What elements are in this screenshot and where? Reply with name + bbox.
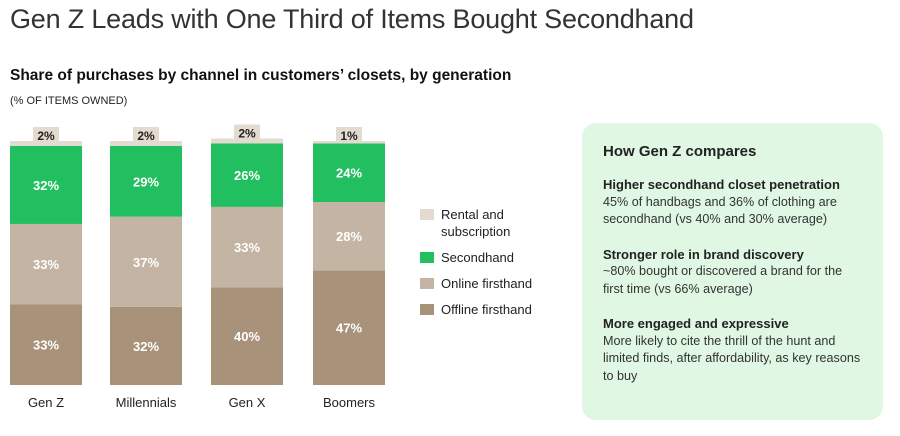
legend: Rental and subscription Secondhand Online … [420, 206, 532, 327]
bar-segment [110, 145, 182, 217]
legend-label: Rental and subscription [441, 207, 511, 239]
bar-segment [110, 141, 182, 146]
legend-item: Rental and subscription [420, 206, 532, 240]
data-label: 33% [33, 338, 59, 353]
data-label-box [33, 127, 59, 143]
data-label: 29% [133, 174, 159, 189]
bar-segment [10, 304, 82, 385]
category-label: Gen Z [28, 395, 64, 410]
bar-segment [211, 287, 283, 385]
chart-title: Share of purchases by channel in custome… [10, 67, 512, 84]
point-heading: Higher secondhand closet penetration [603, 177, 840, 192]
category-label: Millennials [116, 395, 177, 410]
data-label: 33% [33, 257, 59, 272]
bar-segment [10, 145, 82, 224]
legend-swatch [420, 209, 434, 220]
legend-item: Secondhand [420, 249, 532, 266]
bar-segment [211, 143, 283, 207]
data-label: 2% [238, 127, 256, 141]
bar-segment [211, 138, 283, 144]
data-label: 47% [336, 321, 362, 336]
point-heading: More engaged and expressive [603, 316, 789, 331]
data-label-box [133, 127, 159, 143]
point-body: ~80% bought or discovered a brand for th… [603, 264, 843, 296]
legend-swatch [420, 278, 434, 289]
legend-label: Online firsthand [441, 276, 533, 291]
bar-segment [211, 206, 283, 288]
stacked-bar-chart: 33% 33% 32% 2% Gen Z 32% 37% 29% 2% Millennials 40… [10, 124, 385, 410]
legend-swatch [420, 252, 434, 263]
point-body: More likely to cite the thrill of the hu… [603, 333, 861, 383]
bar-segment [10, 223, 82, 305]
data-label: 28% [336, 229, 362, 244]
bar-segment [110, 216, 182, 307]
data-label: 1% [340, 129, 358, 143]
card-point: Higher secondhand closet penetration 45% … [603, 176, 863, 229]
chart-subtitle: (% OF ITEMS OWNED) [10, 95, 128, 107]
card-title: How Gen Z compares [603, 143, 757, 160]
data-label: 2% [37, 129, 55, 143]
card-point: Stronger role in brand discovery ~80% bou… [603, 246, 863, 299]
data-label-box [234, 124, 260, 141]
category-label: Gen X [229, 395, 266, 410]
card-point: More engaged and expressive More likely t… [603, 315, 863, 385]
legend-label: Offline firsthand [441, 302, 532, 317]
legend-item: Online firsthand [420, 275, 532, 292]
bar-segment [10, 141, 82, 146]
bar-segment [313, 143, 385, 202]
data-label: 2% [137, 129, 155, 143]
point-body: 45% of handbags and 36% of clothing are … [603, 194, 837, 227]
data-label: 32% [133, 339, 159, 354]
page-title: Gen Z Leads with One Third of Items Boug… [10, 4, 694, 34]
data-label: 24% [336, 166, 362, 181]
data-label: 40% [234, 329, 260, 344]
data-label-box [336, 127, 362, 143]
bar-segment [313, 270, 385, 385]
legend-item: Offline firsthand [420, 301, 532, 318]
data-label: 33% [234, 240, 260, 255]
legend-swatch [420, 304, 434, 315]
data-label: 37% [133, 255, 159, 270]
legend-label: Secondhand [441, 250, 515, 265]
bar-segment [313, 202, 385, 271]
bar-segment [110, 306, 182, 385]
category-label: Boomers [323, 395, 376, 410]
data-label: 26% [234, 168, 260, 183]
point-heading: Stronger role in brand discovery [603, 246, 804, 262]
gen-z-comparison-card: How Gen Z compares Higher secondhand clo… [582, 123, 883, 420]
data-label: 32% [33, 178, 59, 193]
